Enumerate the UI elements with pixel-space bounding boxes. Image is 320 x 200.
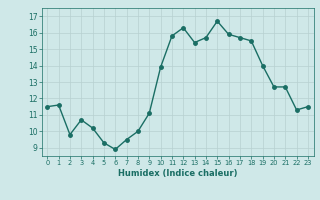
X-axis label: Humidex (Indice chaleur): Humidex (Indice chaleur)	[118, 169, 237, 178]
